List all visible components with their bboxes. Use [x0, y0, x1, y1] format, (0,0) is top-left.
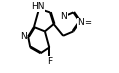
Text: HN: HN: [31, 2, 44, 11]
Text: N: N: [77, 18, 84, 27]
Text: N: N: [60, 12, 67, 21]
Text: F: F: [47, 57, 52, 66]
Text: N: N: [20, 32, 27, 41]
Text: =: =: [84, 18, 91, 27]
